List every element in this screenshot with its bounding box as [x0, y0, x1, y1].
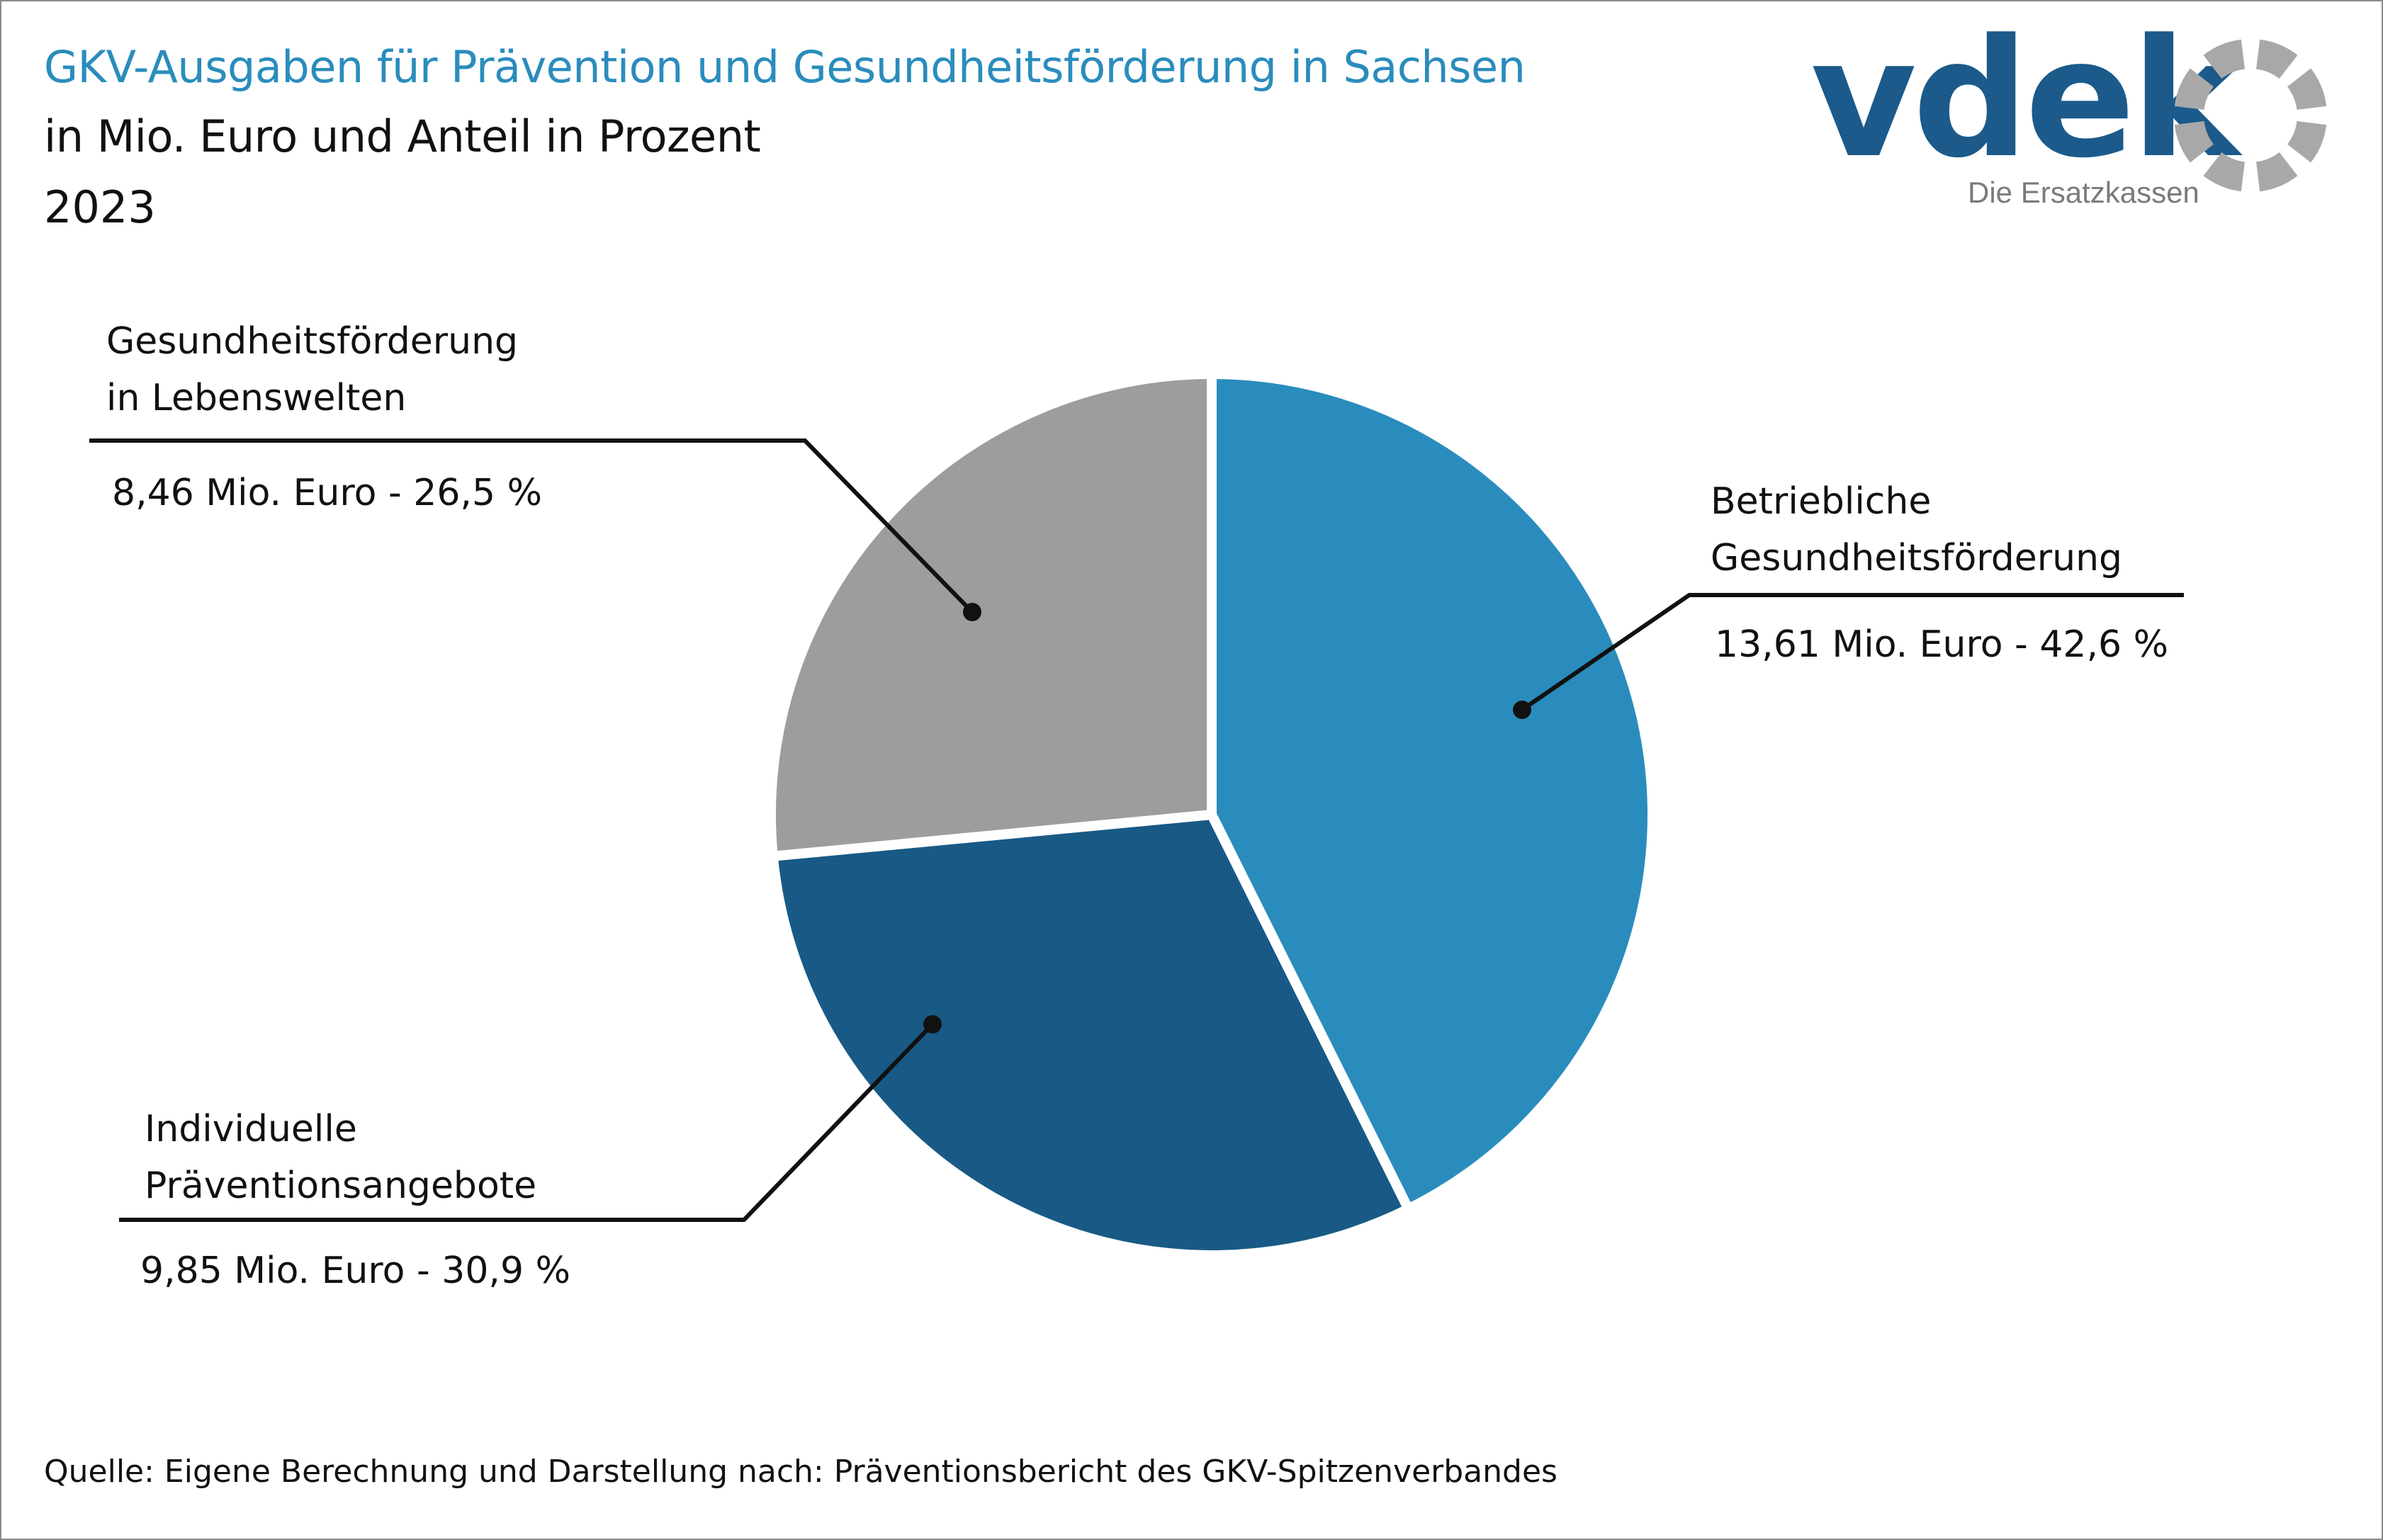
leader-betriebliche-dot: [1513, 701, 1531, 719]
leader-individuelle: [119, 1022, 935, 1222]
value-betriebliche: 13,61 Mio. Euro - 42,6 %: [1715, 623, 2169, 666]
logo-ring-segment: [2203, 39, 2245, 79]
value-lebenswelten: 8,46 Mio. Euro - 26,5 %: [112, 472, 542, 514]
label-betriebliche-line2: Gesundheitsförderung: [1711, 537, 2123, 579]
logo-ring-segment: [2287, 121, 2327, 163]
slice-betriebliche: [1207, 368, 1657, 1216]
logo-ring-segment: [2287, 68, 2327, 110]
logo-wordmark: vdek: [1810, 5, 2240, 194]
label-individuelle-line2: Präventionsangebote: [145, 1165, 537, 1207]
logo-ring-segment: [2256, 39, 2298, 79]
source-note: Quelle: Eigene Berechnung und Darstellun…: [44, 1454, 1557, 1490]
label-lebenswelten-line2: in Lebenswelten: [106, 377, 407, 419]
leader-lebenswelten: [89, 438, 974, 614]
leader-betriebliche: [1521, 593, 2184, 712]
logo-ring-icon: [2174, 39, 2327, 192]
logo-ring-segment: [2203, 152, 2245, 192]
logo-ring-segment: [2174, 121, 2214, 163]
chart-title: GKV-Ausgaben für Prävention und Gesundhe…: [44, 41, 1526, 93]
chart-subtitle: in Mio. Euro und Anteil in Prozent: [44, 111, 761, 162]
label-individuelle-line1: Individuelle: [145, 1108, 357, 1150]
leader-lebenswelten-dot: [963, 603, 981, 621]
chart-year: 2023: [44, 181, 156, 233]
logo-ring-segment: [2174, 68, 2214, 110]
value-individuelle: 9,85 Mio. Euro - 30,9 %: [140, 1250, 570, 1292]
label-betriebliche-line1: Betriebliche: [1711, 480, 1932, 523]
vdek-logo: vdek Die Ersatzkassen: [1810, 18, 2335, 213]
slice-lebenswelten: [766, 368, 1217, 862]
leader-individuelle-dot: [923, 1015, 942, 1034]
label-lebenswelten-line1: Gesundheitsförderung: [106, 320, 519, 363]
slice-individuelle: [767, 809, 1415, 1260]
logo-tagline: Die Ersatzkassen: [1968, 176, 2199, 209]
logo-ring-segment: [2256, 152, 2298, 192]
